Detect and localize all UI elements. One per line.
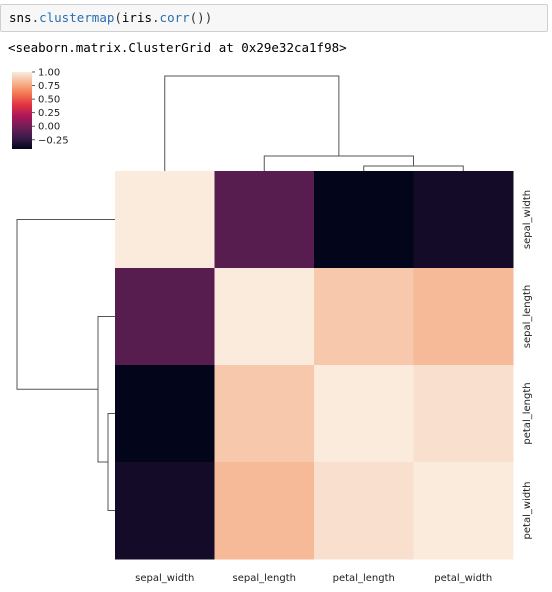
row-label-sepal_length: sepal_length (522, 285, 533, 349)
column-label-petal_width: petal_width (434, 573, 492, 584)
heatmap-cell-sepal_length-petal_length (314, 268, 414, 366)
heatmap-cell-sepal_length-sepal_length (214, 268, 315, 366)
code-token: iris (121, 10, 153, 25)
row-label-petal_length: petal_length (522, 382, 533, 444)
heatmap-cell-petal_length-sepal_length (214, 365, 315, 463)
colorbar-gradient (12, 72, 32, 149)
code-token: . (152, 10, 160, 25)
row-dendrogram (16, 219, 115, 511)
heatmap-cell-petal_length-sepal_width (115, 365, 215, 463)
row-dendrogram-link (97, 316, 115, 463)
heatmap-cell-petal_width-sepal_length (214, 462, 315, 560)
colorbar-tick-label: 0.25 (38, 108, 60, 119)
row-label-sepal_width: sepal_width (522, 190, 533, 249)
heatmap-cell-sepal_length-petal_width (413, 268, 514, 366)
column-label-sepal_width: sepal_width (135, 573, 194, 584)
colorbar: 1.00 0.75 0.50 0.25 0.00 −0.25 (12, 68, 69, 149)
row-dendrogram-link (107, 413, 115, 511)
column-label-petal_length: petal_length (333, 573, 395, 584)
heatmap-cell-petal_width-petal_width (413, 462, 514, 560)
code-token: corr (159, 10, 190, 25)
heatmap-cell-petal_length-petal_width (413, 365, 514, 463)
column-dendrogram-link (363, 165, 464, 171)
heatmap-cell-sepal_width-petal_width (413, 171, 514, 269)
row-tick-labels: sepal_width sepal_length petal_lengthpetal… (522, 190, 533, 540)
column-dendrogram (164, 75, 464, 171)
code-token: . (31, 10, 40, 25)
colorbar-tick-label: 0.00 (38, 122, 60, 133)
colorbar-tick-label: 1.00 (38, 68, 60, 79)
heatmap-cell-sepal_width-sepal_length (214, 171, 315, 269)
code-cell-input[interactable]: sns.clustermap(iris.corr()) (0, 4, 548, 32)
row-label-petal_width: petal_width (522, 482, 533, 540)
heatmap-cell-petal_width-petal_length (314, 462, 414, 560)
heatmap-cell-sepal_length-sepal_width (115, 268, 215, 366)
clustermap-chart: sepal_width sepal_length petal_length petal… (12, 68, 533, 584)
heatmap-cells (115, 171, 514, 560)
code-token: clustermap (39, 10, 115, 25)
heatmap-cell-sepal_width-sepal_width (115, 171, 215, 269)
colorbar-tick-label: 0.75 (38, 81, 60, 92)
code-token: sns (9, 10, 32, 25)
colorbar-tick-label: −0.25 (38, 135, 69, 146)
code-token: ()) (189, 10, 213, 25)
colorbar-tick-label: 0.50 (38, 95, 60, 106)
column-label-sepal_length: sepal_length (233, 573, 297, 584)
row-dendrogram-link (16, 219, 115, 390)
column-tick-labels: sepal_width sepal_length petal_length petal… (135, 573, 492, 584)
column-dendrogram-link (263, 155, 414, 171)
heatmap-cell-petal_width-sepal_width (115, 462, 215, 560)
cell-output-text: <seaborn.matrix.ClusterGrid at 0x29e32ca… (8, 40, 347, 55)
heatmap-cell-sepal_width-petal_length (314, 171, 414, 269)
heatmap-cell-petal_length-petal_length (314, 365, 414, 463)
code-token: ( (114, 10, 122, 25)
column-dendrogram-link (164, 75, 340, 171)
